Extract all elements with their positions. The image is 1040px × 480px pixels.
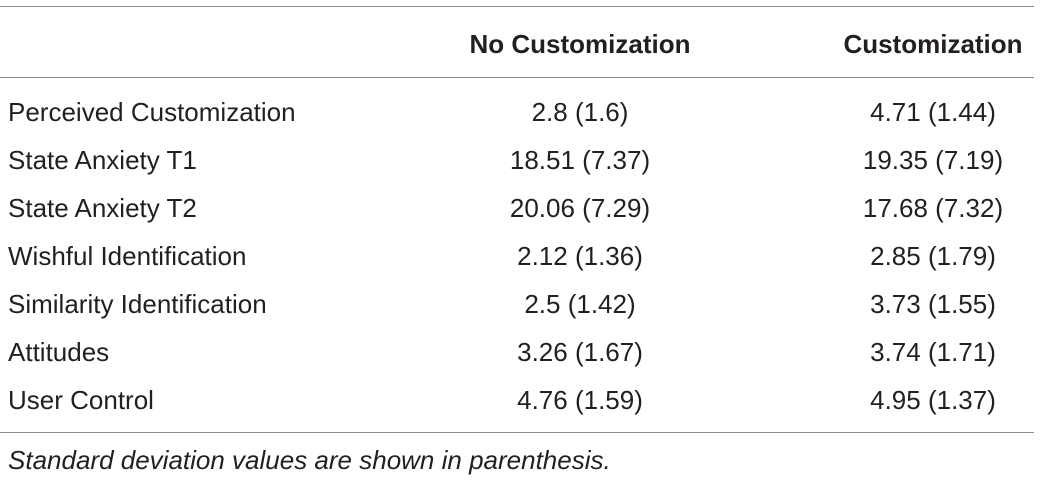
- row-label: Attitudes: [8, 337, 110, 367]
- table-row: Wishful Identification 2.12 (1.36) 2.85 …: [0, 232, 1040, 280]
- row-label: Similarity Identification: [8, 289, 267, 319]
- table-row: User Control 4.76 (1.59) 4.95 (1.37): [0, 376, 1040, 424]
- table-row: Perceived Customization 2.8 (1.6) 4.71 (…: [0, 88, 1040, 136]
- row-label: User Control: [8, 385, 154, 415]
- column-header-customization: Customization: [843, 29, 1023, 59]
- table-footnote: Standard deviation values are shown in p…: [8, 445, 611, 475]
- table-bottom-rule: [0, 432, 1034, 433]
- cell-customization: 3.74 (1.71): [870, 337, 996, 367]
- cell-customization: 3.73 (1.55): [870, 289, 996, 319]
- cell-customization: 19.35 (7.19): [862, 145, 1004, 175]
- cell-no-customization: 4.76 (1.59): [517, 385, 643, 415]
- cell-customization: 4.95 (1.37): [870, 385, 996, 415]
- cell-no-customization: 20.06 (7.29): [509, 193, 651, 223]
- table-row: State Anxiety T2 20.06 (7.29) 17.68 (7.3…: [0, 184, 1040, 232]
- cell-customization: 2.85 (1.79): [870, 241, 996, 271]
- cell-no-customization: 3.26 (1.67): [517, 337, 643, 367]
- table-row: State Anxiety T1 18.51 (7.37) 19.35 (7.1…: [0, 136, 1040, 184]
- table-row: Similarity Identification 2.5 (1.42) 3.7…: [0, 280, 1040, 328]
- row-label: State Anxiety T1: [8, 145, 197, 175]
- cell-no-customization: 2.5 (1.42): [524, 289, 636, 319]
- row-label: Wishful Identification: [8, 241, 247, 271]
- row-label: Perceived Customization: [8, 97, 296, 127]
- cell-customization: 17.68 (7.32): [862, 193, 1004, 223]
- row-label: State Anxiety T2: [8, 193, 197, 223]
- cell-no-customization: 2.8 (1.6): [531, 97, 629, 127]
- cell-no-customization: 2.12 (1.36): [517, 241, 643, 271]
- table-row: Attitudes 3.26 (1.67) 3.74 (1.71): [0, 328, 1040, 376]
- column-header-no-customization: No Customization: [469, 29, 691, 59]
- cell-customization: 4.71 (1.44): [870, 97, 996, 127]
- table-header-rule: [0, 77, 1034, 78]
- table-top-rule: [0, 6, 1034, 7]
- cell-no-customization: 18.51 (7.37): [509, 145, 651, 175]
